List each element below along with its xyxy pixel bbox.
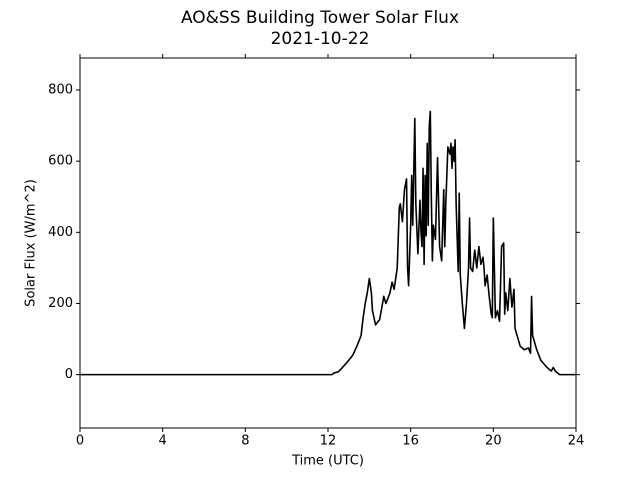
x-tick-label: 20 (485, 434, 502, 449)
x-tick-label: 12 (320, 434, 337, 449)
y-tick-label: 800 (48, 83, 73, 98)
chart-subtitle: 2021-10-22 (271, 29, 370, 49)
x-tick-label: 4 (159, 434, 167, 449)
y-tick-label: 0 (65, 367, 73, 382)
x-axis-label: Time (UTC) (291, 454, 364, 469)
x-tick-label: 16 (402, 434, 419, 449)
chart-title: AO&SS Building Tower Solar Flux (181, 8, 459, 28)
y-tick-label: 400 (48, 225, 73, 240)
x-tick-label: 24 (568, 434, 585, 449)
data-line (80, 110, 576, 376)
x-tick-label: 8 (241, 434, 249, 449)
plot-frame (79, 57, 577, 429)
y-tick-label: 600 (48, 154, 73, 169)
y-tick-label: 200 (48, 296, 73, 311)
y-axis-label: Solar Flux (W/m^2) (24, 179, 39, 307)
x-tick-label: 0 (76, 434, 84, 449)
